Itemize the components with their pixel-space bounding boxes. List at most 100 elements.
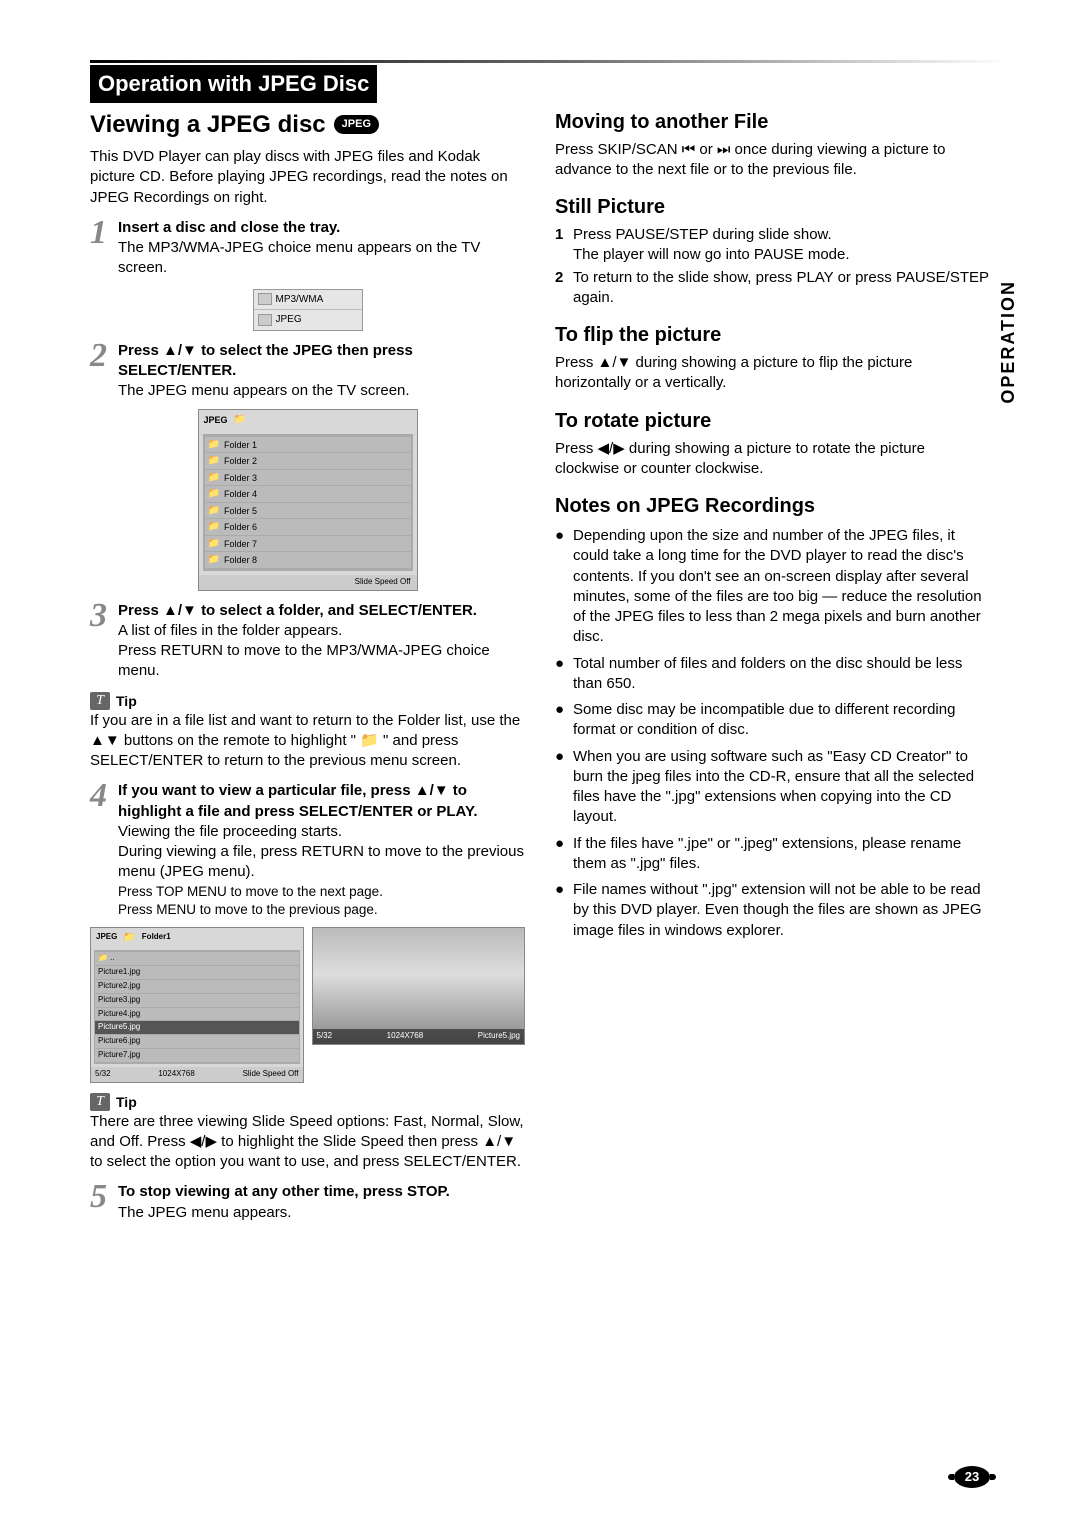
file-row: Picture1.jpg bbox=[95, 966, 299, 979]
right-column: Moving to another File Press SKIP/SCAN ⏮… bbox=[555, 109, 1010, 1223]
folder-name: Folder 7 bbox=[224, 538, 257, 550]
tip-label: Tip bbox=[116, 692, 137, 711]
bullet-text: If the files have ".jpe" or ".jpeg" exte… bbox=[573, 834, 990, 875]
folder-name: Folder 6 bbox=[224, 521, 257, 533]
file-row: Picture3.jpg bbox=[95, 994, 299, 1007]
foot-counter: 5/32 bbox=[95, 1069, 111, 1080]
photo-preview: 5/32 1024X768 Picture5.jpg bbox=[312, 927, 526, 1045]
bullet-icon: ● bbox=[555, 526, 565, 648]
step-4: 4 If you want to view a particular file,… bbox=[90, 781, 525, 919]
folder-name: Folder 1 bbox=[224, 439, 257, 451]
bullet-icon: ● bbox=[555, 880, 565, 941]
step-5: 5 To stop viewing at any other time, pre… bbox=[90, 1182, 525, 1223]
folder-icon: 📁 bbox=[123, 931, 135, 945]
music-icon bbox=[258, 293, 272, 305]
file-row: Picture4.jpg bbox=[95, 1008, 299, 1021]
folder-icon: 📁 bbox=[208, 537, 220, 551]
jpeg-badge: JPEG bbox=[334, 115, 379, 134]
step-title: Insert a disc and close the tray. bbox=[118, 219, 340, 236]
image-icon bbox=[258, 314, 272, 326]
step-text: During viewing a file, press RETURN to m… bbox=[118, 842, 525, 883]
subtitle: Folder1 bbox=[142, 932, 171, 943]
folder-icon: 📁 bbox=[208, 454, 220, 468]
section-text: Press ▲/▼ during showing a picture to fl… bbox=[555, 353, 990, 394]
folder-icon: 📁 bbox=[208, 487, 220, 501]
bullet-text: Total number of files and folders on the… bbox=[573, 654, 990, 695]
step-number: 4 bbox=[90, 781, 112, 919]
page-title: Viewing a JPEG disc bbox=[90, 109, 326, 141]
tip-text: There are three viewing Slide Speed opti… bbox=[90, 1112, 525, 1173]
left-column: Viewing a JPEG disc JPEG This DVD Player… bbox=[90, 109, 525, 1223]
step-text: The JPEG menu appears. bbox=[118, 1203, 525, 1223]
photo-res: 1024X768 bbox=[387, 1031, 423, 1042]
jpeg-menu-screenshot: JPEG📁 📁Folder 1 📁Folder 2 📁Folder 3 📁Fol… bbox=[198, 409, 418, 590]
tip-text: If you are in a file list and want to re… bbox=[90, 711, 525, 772]
list-text: Press PAUSE/STEP during slide show. bbox=[573, 225, 850, 245]
step-text: The JPEG menu appears on the TV screen. bbox=[118, 381, 525, 401]
step-number: 2 bbox=[90, 341, 112, 402]
step-3: 3 Press ▲/▼ to select a folder, and SELE… bbox=[90, 601, 525, 682]
choice-label: JPEG bbox=[276, 313, 302, 327]
menu-title: JPEG bbox=[204, 414, 228, 426]
folder-icon: 📁 bbox=[208, 504, 220, 518]
file-row-selected: Picture5.jpg bbox=[95, 1021, 299, 1034]
folder-icon: 📁 bbox=[208, 438, 220, 452]
side-tab: OPERATION bbox=[996, 280, 1020, 404]
step-text: Press MENU to move to the previous page. bbox=[118, 901, 525, 919]
section-heading: To rotate picture bbox=[555, 408, 990, 435]
file-list-screenshot: JPEG📁Folder1 📁 .. Picture1.jpg Picture2.… bbox=[90, 927, 304, 1083]
step-title: Press ▲/▼ to select a folder, and SELECT… bbox=[118, 601, 525, 621]
file-row: Picture7.jpg bbox=[95, 1049, 299, 1062]
bullet-text: When you are using software such as "Eas… bbox=[573, 747, 990, 828]
step-title: Press ▲/▼ to select the JPEG then press … bbox=[118, 341, 525, 382]
screenshots-row: JPEG📁Folder1 📁 .. Picture1.jpg Picture2.… bbox=[90, 927, 525, 1083]
section-header: Operation with JPEG Disc bbox=[90, 65, 377, 103]
file-row: Picture6.jpg bbox=[95, 1035, 299, 1048]
section-heading: Still Picture bbox=[555, 194, 990, 221]
step-1: 1 Insert a disc and close the tray. The … bbox=[90, 218, 525, 279]
page-number: 23 bbox=[954, 1466, 990, 1488]
list-text: To return to the slide show, press PLAY … bbox=[573, 268, 990, 309]
folder-icon: 📁 bbox=[208, 553, 220, 567]
section-heading: Notes on JPEG Recordings bbox=[555, 493, 990, 520]
foot-speed: Slide Speed Off bbox=[243, 1069, 299, 1080]
tip-label: Tip bbox=[116, 1093, 137, 1112]
folder-name: Folder 2 bbox=[224, 455, 257, 467]
step-number: 3 bbox=[90, 601, 112, 682]
step-text: The MP3/WMA-JPEG choice menu appears on … bbox=[118, 238, 525, 279]
photo-name: Picture5.jpg bbox=[478, 1031, 520, 1042]
bullet-icon: ● bbox=[555, 834, 565, 875]
bullet-icon: ● bbox=[555, 747, 565, 828]
list-text: The player will now go into PAUSE mode. bbox=[573, 245, 850, 265]
step-title: To stop viewing at any other time, press… bbox=[118, 1183, 450, 1200]
step-number: 5 bbox=[90, 1182, 112, 1223]
foot-res: 1024X768 bbox=[158, 1069, 194, 1080]
menu-footer: Slide Speed Off bbox=[199, 575, 417, 590]
section-heading: To flip the picture bbox=[555, 322, 990, 349]
step-2: 2 Press ▲/▼ to select the JPEG then pres… bbox=[90, 341, 525, 402]
bullet-text: File names without ".jpg" extension will… bbox=[573, 880, 990, 941]
list-number: 1 bbox=[555, 225, 567, 266]
list-number: 2 bbox=[555, 268, 567, 309]
folder-icon: 📁 bbox=[208, 520, 220, 534]
tip-icon: T bbox=[90, 692, 110, 710]
folder-icon: 📁 bbox=[234, 413, 246, 427]
step-text: Press RETURN to move to the MP3/WMA-JPEG… bbox=[118, 641, 525, 682]
top-rule bbox=[90, 60, 1010, 63]
folder-icon: 📁 bbox=[208, 471, 220, 485]
photo-counter: 5/32 bbox=[317, 1031, 333, 1042]
step-title: If you want to view a particular file, p… bbox=[118, 781, 525, 822]
step-text: A list of files in the folder appears. bbox=[118, 621, 525, 641]
bullet-icon: ● bbox=[555, 700, 565, 741]
bullet-text: Depending upon the size and number of th… bbox=[573, 526, 990, 648]
step-text: Viewing the file proceeding starts. bbox=[118, 822, 525, 842]
file-row: Picture2.jpg bbox=[95, 980, 299, 993]
folder-name: Folder 8 bbox=[224, 554, 257, 566]
section-text: Press SKIP/SCAN ⏮ or ⏭ once during viewi… bbox=[555, 140, 990, 181]
folder-name: Folder 4 bbox=[224, 488, 257, 500]
tip-icon: T bbox=[90, 1093, 110, 1111]
folder-name: Folder 5 bbox=[224, 505, 257, 517]
step-number: 1 bbox=[90, 218, 112, 279]
choice-label: MP3/WMA bbox=[276, 293, 324, 307]
section-heading: Moving to another File bbox=[555, 109, 990, 136]
